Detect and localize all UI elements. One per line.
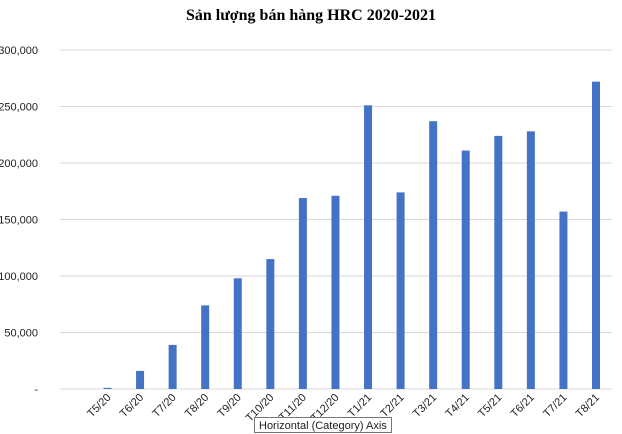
bar-T8-21 xyxy=(592,81,600,389)
bar-T5-20 xyxy=(103,387,112,389)
y-tick-label: 100,000 xyxy=(0,271,38,283)
x-tick-label: T5/20 xyxy=(85,392,113,420)
y-tick-label: 300,000 xyxy=(0,45,38,57)
bar-T3-21 xyxy=(429,121,438,389)
bar-T5-21 xyxy=(494,135,503,389)
x-tick-label: T2/21 xyxy=(378,392,406,420)
y-tick-label: - xyxy=(34,384,38,396)
x-tick-label: T6/21 xyxy=(509,392,537,420)
bar-T12-20 xyxy=(331,195,340,389)
y-tick-label: 50,000 xyxy=(4,328,38,340)
bar-T4-21 xyxy=(461,150,470,389)
x-tick-label: T8/20 xyxy=(183,392,211,420)
x-tick-label: T4/21 xyxy=(443,392,471,420)
bar-T6-21 xyxy=(526,131,535,390)
bar-T8-20 xyxy=(201,305,210,389)
bar-T7-20 xyxy=(168,344,177,389)
x-tick-label: T6/20 xyxy=(118,392,146,420)
bar-T9-20 xyxy=(233,278,242,389)
chart-title: Sản lượng bán hàng HRC 2020-2021 xyxy=(186,7,436,24)
x-tick-label: T7/20 xyxy=(150,392,178,420)
axis-tooltip: Horizontal (Category) Axis xyxy=(254,417,392,433)
x-tick-label: T3/21 xyxy=(411,392,439,420)
y-tick-label: 250,000 xyxy=(0,102,38,114)
bar-T6-20 xyxy=(136,370,145,389)
x-tick-label: T9/20 xyxy=(216,392,244,420)
y-tick-label: 200,000 xyxy=(0,158,38,170)
bar-T10-20 xyxy=(266,259,275,389)
x-tick-label: T5/21 xyxy=(476,392,504,420)
bar-T1-21 xyxy=(364,105,373,390)
x-tick-label: T7/21 xyxy=(541,392,569,420)
x-tick-label: T1/21 xyxy=(346,392,374,420)
x-tick-label: T8/21 xyxy=(574,392,602,420)
y-axis-tick-labels: - 50,000 100,000 150,000 200,000 250,000 300,0… xyxy=(0,45,38,396)
bar-T2-21 xyxy=(396,192,405,389)
y-tick-label: 150,000 xyxy=(0,215,38,227)
bar-T11-20 xyxy=(298,198,307,389)
bar-T7-21 xyxy=(559,211,568,389)
bars xyxy=(103,81,600,390)
